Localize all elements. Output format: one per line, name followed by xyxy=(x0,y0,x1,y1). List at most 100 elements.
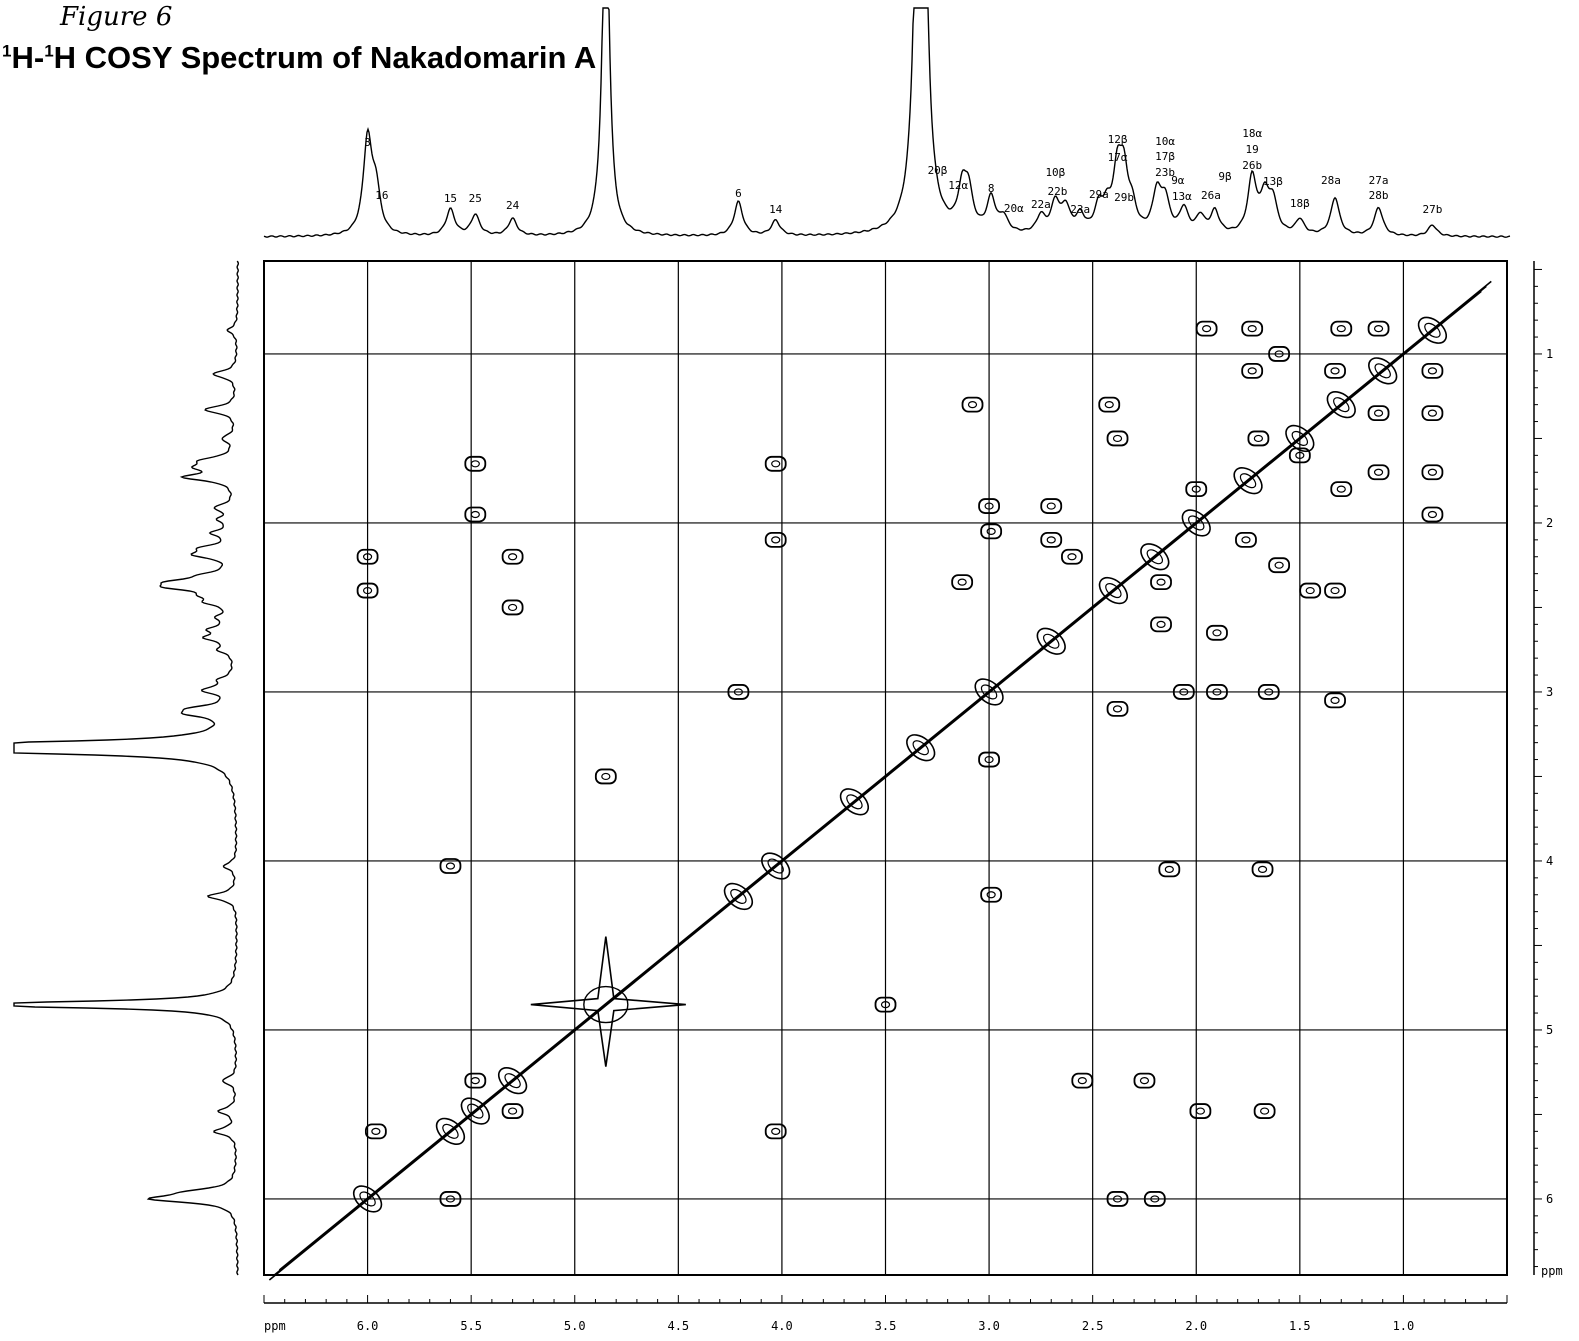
cross-peak xyxy=(501,548,524,565)
cross-peak xyxy=(1268,557,1291,574)
cross-peak-core xyxy=(1330,696,1340,705)
peak-label: 8 xyxy=(988,182,995,195)
cross-peak xyxy=(464,506,487,523)
diagonal-peak xyxy=(460,1097,490,1125)
cross-peak-core xyxy=(1336,325,1346,333)
cross-peak-core xyxy=(1046,502,1056,510)
cross-peak xyxy=(978,751,1000,768)
diagonal-peak xyxy=(1285,424,1315,453)
diagonal-peak xyxy=(467,1103,484,1119)
cross-peak-core xyxy=(1212,629,1222,637)
diagonal-peak xyxy=(767,858,784,874)
peak-label: 18α xyxy=(1242,127,1262,140)
cross-peak xyxy=(1195,320,1218,337)
cross-peak xyxy=(356,548,379,565)
cross-peak-core xyxy=(1104,401,1114,409)
cross-peak xyxy=(764,531,787,548)
cross-peak xyxy=(1251,861,1274,878)
cross-peak xyxy=(1172,684,1195,700)
cross-peak xyxy=(1421,506,1444,523)
cross-peak xyxy=(464,455,487,472)
peak-label: 28a xyxy=(1321,174,1341,187)
cross-peak-core xyxy=(1156,620,1166,628)
cross-peak-core xyxy=(1260,1107,1270,1115)
peak-label: 17β xyxy=(1155,150,1175,163)
handwritten-figure-note: Figure 6 xyxy=(60,2,173,32)
cross-peak xyxy=(764,455,787,472)
y-tick-label: 2 xyxy=(1546,516,1553,530)
peak-label: 20α xyxy=(1004,202,1024,215)
cross-peak xyxy=(1324,692,1346,709)
left-spectrum-trace xyxy=(13,260,239,1276)
diagonal-peak xyxy=(530,936,686,1067)
grid xyxy=(264,261,1507,1275)
x-tick-label: 1.0 xyxy=(1393,1319,1415,1333)
peak-label: 26b xyxy=(1242,159,1262,172)
peak-label: 15 xyxy=(444,192,457,205)
cross-peak xyxy=(1061,548,1083,565)
cross-peak-core xyxy=(1274,561,1284,569)
y-tick-label: 1 xyxy=(1546,347,1553,361)
diagonal-peak xyxy=(1424,322,1441,338)
cross-peak-core xyxy=(984,755,994,764)
cross-peak-core xyxy=(470,460,480,468)
diagonal-peak xyxy=(1188,515,1205,531)
cross-peak-core xyxy=(984,502,994,510)
cross-peak-core xyxy=(507,1107,518,1115)
cross-peak xyxy=(1253,1103,1276,1119)
cross-peak xyxy=(1330,320,1353,337)
cross-peak xyxy=(1421,405,1444,422)
cross-peak xyxy=(1268,346,1291,362)
peak-label: 22a xyxy=(1031,198,1051,211)
cross-peak xyxy=(727,684,750,700)
cross-peak xyxy=(1158,861,1181,878)
peak-label: 13α xyxy=(1172,190,1192,203)
cross-peak xyxy=(1257,684,1280,700)
cross-peak xyxy=(501,1103,524,1119)
cross-peak xyxy=(764,1123,787,1140)
cross-peak xyxy=(1040,531,1063,548)
cross-peak-core xyxy=(1202,325,1212,333)
peak-label: 29a xyxy=(1089,188,1109,201)
peak-label: 22b xyxy=(1048,185,1068,198)
diagonal-peak xyxy=(906,734,936,762)
cross-peak-core xyxy=(445,862,456,870)
diagonal-peak xyxy=(1333,397,1350,413)
diagonal-peak xyxy=(730,888,747,904)
top-spectrum-trace xyxy=(263,7,1511,238)
cross-peak-core xyxy=(1330,586,1340,595)
cross-peak-core xyxy=(733,688,744,696)
cross-peak xyxy=(1143,1191,1166,1207)
cross-peak-core xyxy=(1427,468,1438,476)
diagonal-peak xyxy=(1146,549,1164,565)
cross-peak xyxy=(978,498,1000,514)
figure-title: 1H-1H COSY Spectrum of Nakadomarin A xyxy=(2,40,597,75)
cross-peak-core xyxy=(986,527,996,536)
y-axis: 1 2 3 4 5 6 ppm xyxy=(1533,261,1563,1278)
diagonal-line xyxy=(278,280,1492,1271)
cross-peaks xyxy=(356,320,1444,1207)
diagonal-peak xyxy=(1417,316,1448,344)
cross-peak-core xyxy=(1253,434,1264,443)
cross-peak-core xyxy=(1139,1077,1150,1085)
cross-peak xyxy=(1247,430,1270,447)
cross-peak xyxy=(364,1123,387,1140)
y-axis-label: ppm xyxy=(1541,1264,1563,1278)
cross-peak xyxy=(951,574,974,590)
cross-peak xyxy=(961,396,984,413)
diagonal-peak xyxy=(846,794,863,810)
diagonal-peak xyxy=(1326,391,1356,419)
cross-peak xyxy=(1206,624,1228,641)
diagonal-peak xyxy=(980,684,998,700)
cross-peak xyxy=(1324,362,1346,379)
diagonal-peak xyxy=(1105,583,1122,599)
cross-peak xyxy=(1106,700,1129,717)
peak-label: 14 xyxy=(769,203,783,216)
diagonal-peak xyxy=(1098,576,1129,605)
diagonal-peak xyxy=(912,740,929,756)
y-tick-label: 5 xyxy=(1546,1023,1553,1037)
peak-label: 9β xyxy=(1218,170,1232,183)
cross-peak xyxy=(439,858,462,874)
cross-peak-core xyxy=(362,586,373,595)
